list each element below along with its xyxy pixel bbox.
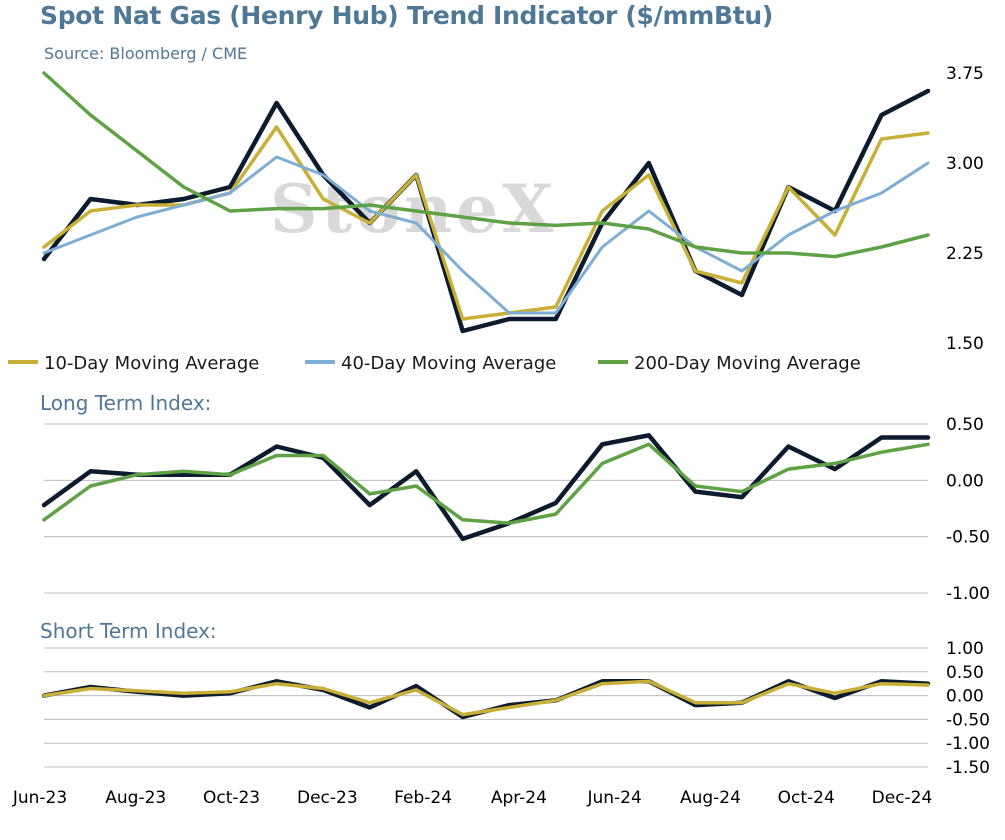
y-tick-label: 3.75 xyxy=(946,64,984,84)
legend-label-ma10: 10-Day Moving Average xyxy=(44,353,259,374)
y-tick-label: 1.00 xyxy=(946,639,984,659)
y-tick-label: 0.00 xyxy=(946,471,984,491)
x-tick-label: Dec-23 xyxy=(297,788,358,808)
y-tick-label: 3.00 xyxy=(946,154,984,174)
series-line-ma200 xyxy=(42,442,930,525)
short-term-axis: 1.00 0.50 0.00 -0.50 -1.00 -1.50 xyxy=(44,639,990,778)
series-line-ma40 xyxy=(42,155,930,315)
y-tick-label: -1.00 xyxy=(946,584,990,604)
x-axis-labels: Jun-23 Aug-23 Oct-23 Dec-23 Feb-24 Apr-24 Jun-… xyxy=(12,788,933,808)
long-term-lines xyxy=(41,433,931,542)
x-tick-label: Apr-24 xyxy=(491,788,547,808)
legend-label-ma200: 200-Day Moving Average xyxy=(634,353,861,374)
series-line-price xyxy=(41,433,931,542)
price-panel-lines xyxy=(41,71,931,334)
y-tick-label: 0.00 xyxy=(946,687,984,707)
y-tick-label: 0.50 xyxy=(946,415,984,435)
x-tick-label: Oct-24 xyxy=(778,788,835,808)
short-term-title: Short Term Index: xyxy=(40,619,217,643)
y-tick-label: 2.25 xyxy=(946,244,984,264)
x-tick-label: Jun-23 xyxy=(12,788,67,808)
short-term-lines xyxy=(41,679,931,720)
x-tick-label: Dec-24 xyxy=(872,788,933,808)
x-tick-label: Aug-23 xyxy=(105,788,166,808)
legend: 10-Day Moving Average 40-Day Moving Aver… xyxy=(8,353,861,374)
page-source: Source: Bloomberg / CME xyxy=(44,44,248,63)
y-tick-label: -1.00 xyxy=(946,734,990,754)
y-tick-label: -1.50 xyxy=(946,758,990,778)
series-line-ma10 xyxy=(42,679,930,717)
series-line-ma200 xyxy=(42,71,930,259)
y-tick-label: -0.50 xyxy=(946,710,990,730)
legend-label-ma40: 40-Day Moving Average xyxy=(341,353,556,374)
y-tick-label: -0.50 xyxy=(946,528,990,548)
long-term-title: Long Term Index: xyxy=(40,391,211,415)
x-tick-label: Oct-23 xyxy=(203,788,260,808)
x-tick-label: Feb-24 xyxy=(394,788,452,808)
x-tick-label: Jun-24 xyxy=(586,788,641,808)
y-tick-label: 0.50 xyxy=(946,663,984,683)
long-term-axis: 0.50 0.00 -0.50 -1.00 xyxy=(44,415,990,604)
page-title: Spot Nat Gas (Henry Hub) Trend Indicator… xyxy=(40,1,774,30)
price-panel-axis: 3.75 3.00 2.25 1.50 xyxy=(946,64,984,354)
y-tick-label: 1.50 xyxy=(946,334,984,354)
x-tick-label: Aug-24 xyxy=(680,788,741,808)
